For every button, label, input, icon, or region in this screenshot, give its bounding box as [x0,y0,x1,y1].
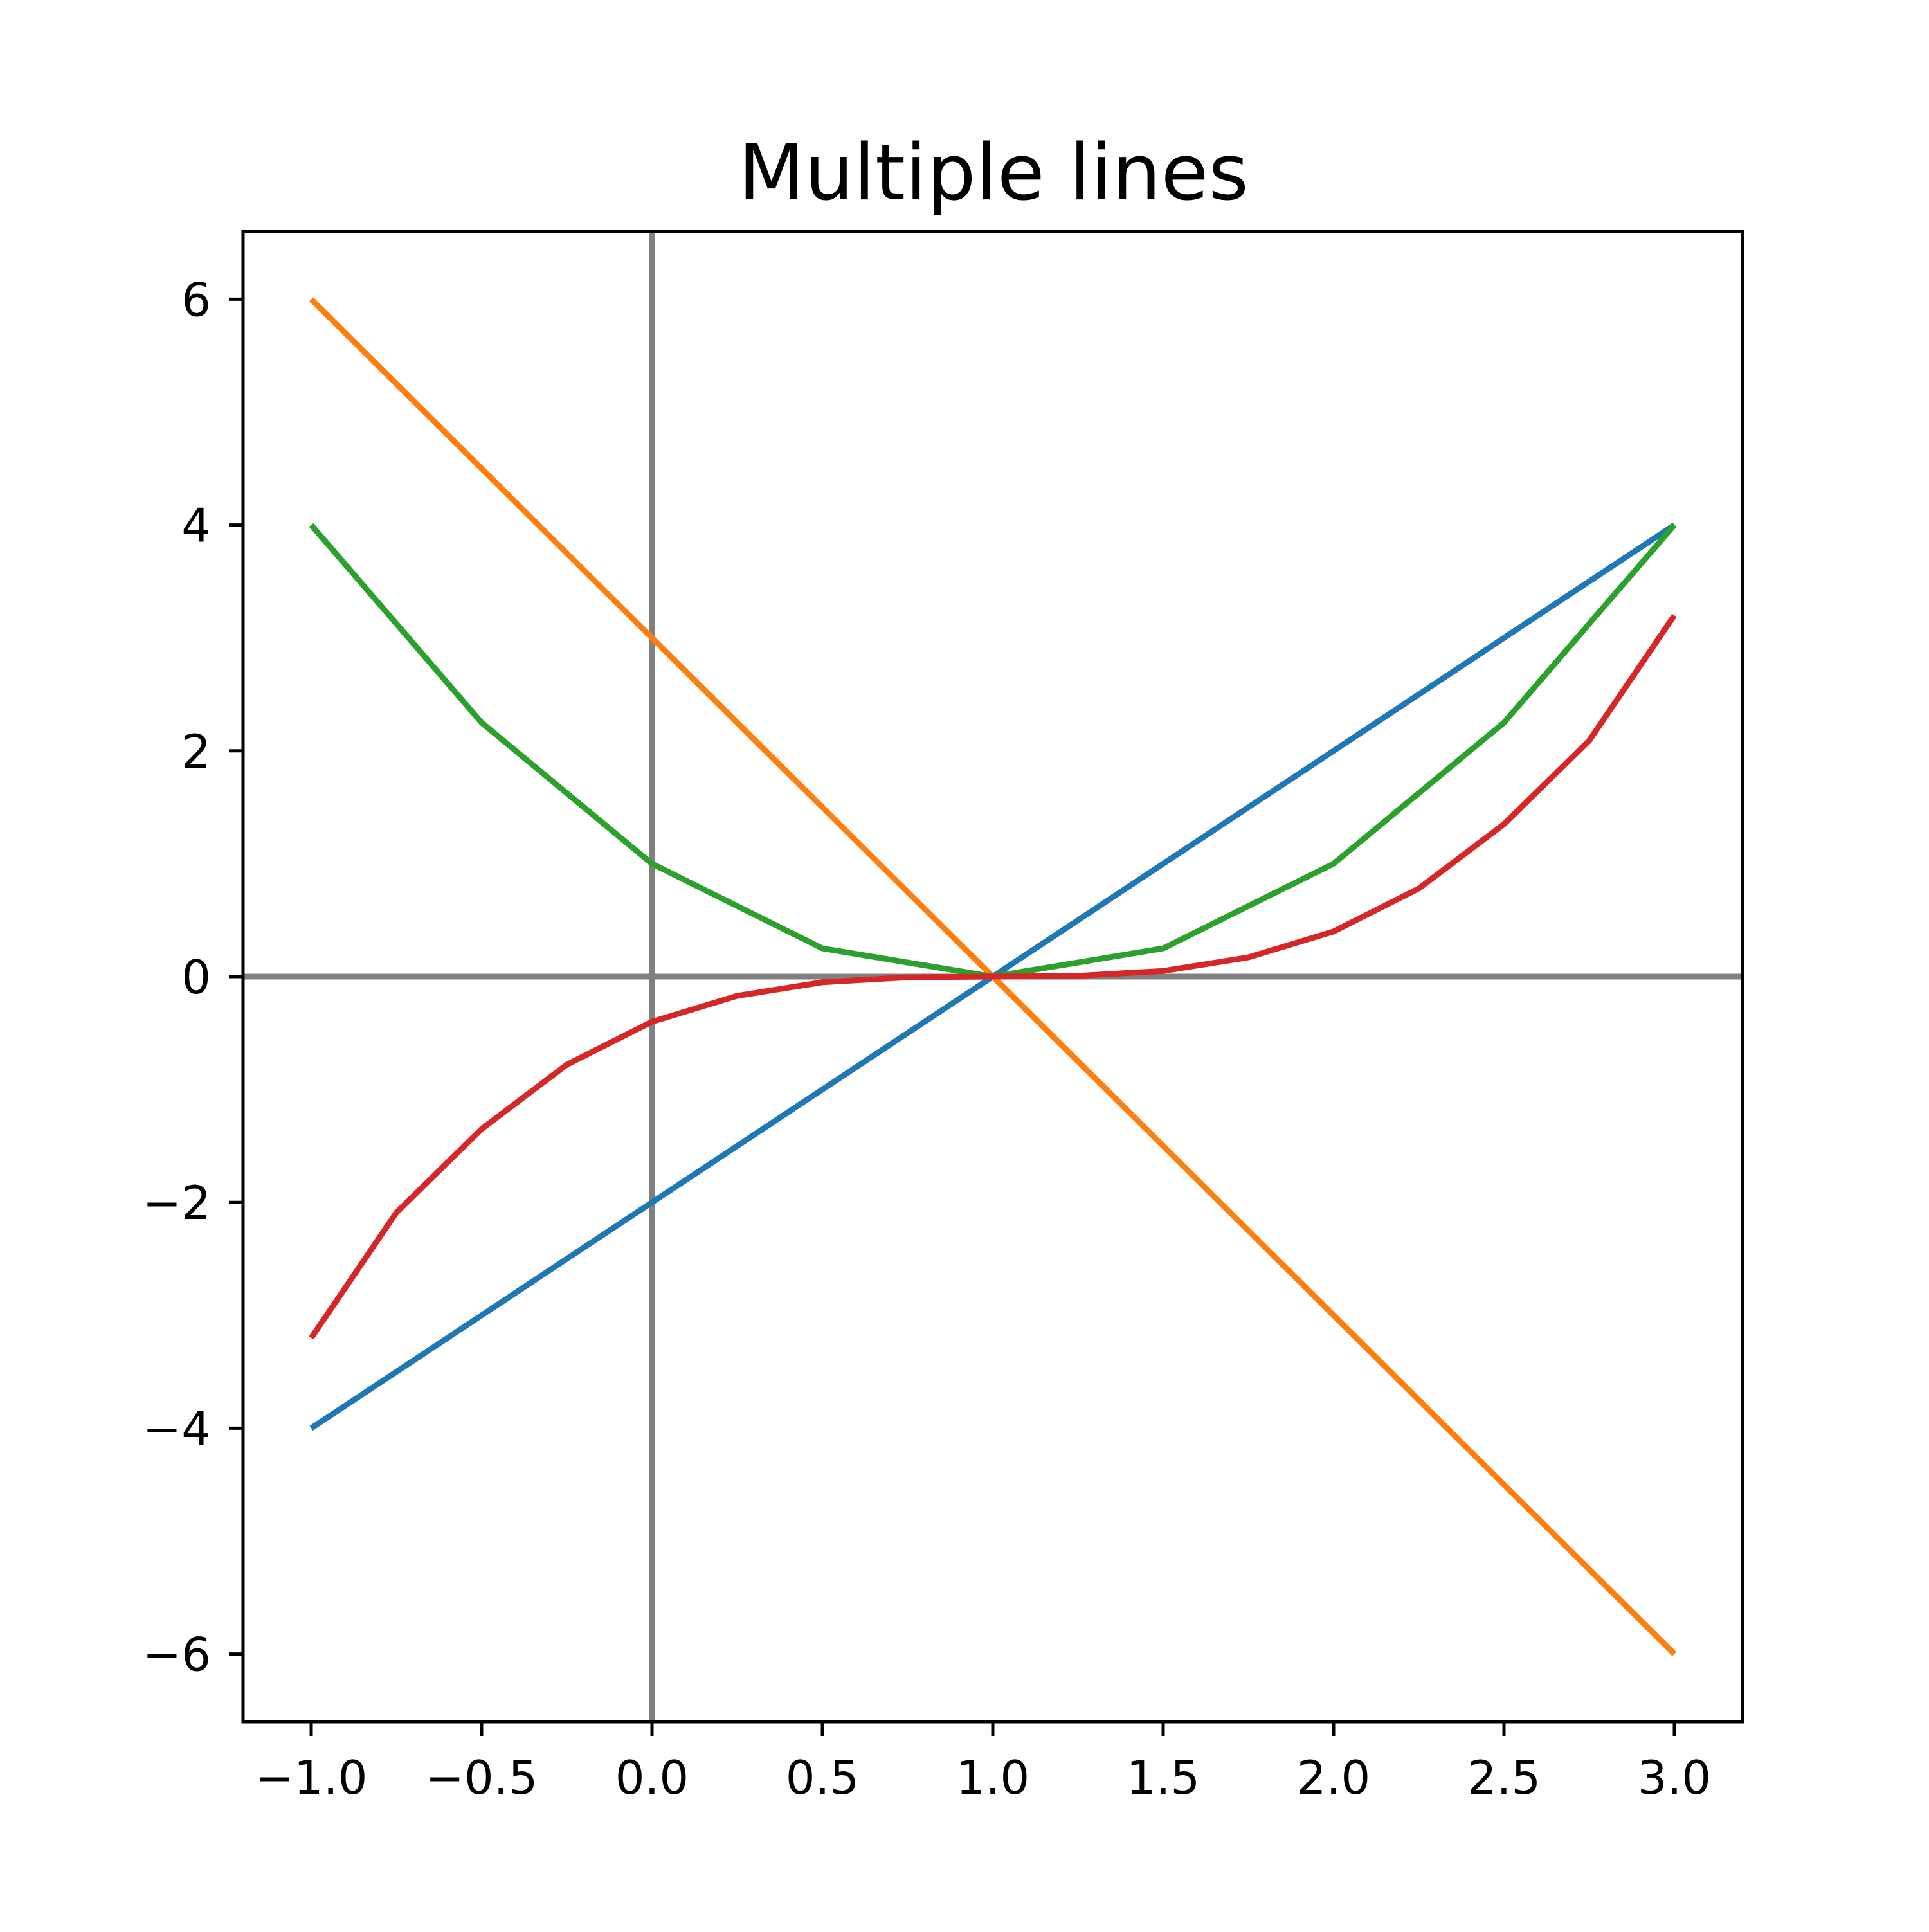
y-tick-label: −6 [143,1628,211,1682]
x-tick-label: 1.5 [1127,1751,1200,1805]
x-tick-label: 2.0 [1297,1751,1371,1805]
x-tick-label: 1.0 [956,1751,1030,1805]
x-tick-label: −0.5 [426,1751,538,1805]
x-tick-label: 0.0 [615,1751,689,1805]
series-line-3 [309,523,1677,980]
x-tick-label: 0.5 [786,1751,860,1805]
plot-area: −1.0 −0.5 0.0 0.5 1.0 1.5 2.0 2.5 3.0 −6 −4 −2 0 2 4 6 [143,230,1744,1805]
y-tick-label: 4 [181,499,211,553]
y-tick-label: 6 [181,273,211,327]
chart-title: Multiple lines [738,129,1249,218]
y-tick-label: −2 [143,1176,211,1230]
y-tick-label: −4 [143,1402,211,1456]
x-tick-label: 2.5 [1467,1751,1541,1805]
x-tick-label: −1.0 [255,1751,368,1805]
y-tick-label: 2 [181,725,211,779]
x-tick-label: 3.0 [1638,1751,1712,1805]
series-line-4 [309,613,1677,1340]
y-tick-label: 0 [181,950,211,1004]
